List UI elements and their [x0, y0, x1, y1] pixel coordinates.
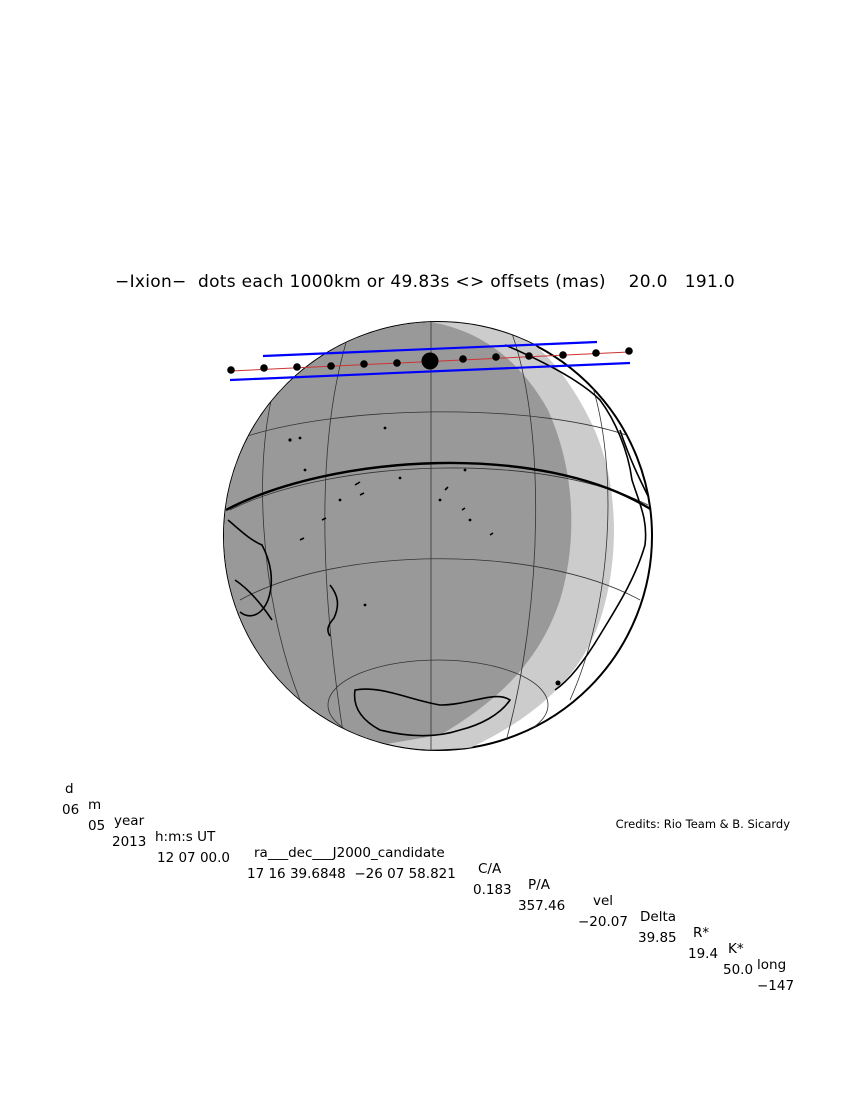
header-pa: P/A: [528, 877, 550, 893]
value-vel: −20.07: [578, 914, 628, 930]
value-radec: 17 16 39.6848 −26 07 58.821: [247, 866, 456, 882]
value-d: 06: [62, 802, 80, 818]
header-year: year: [114, 813, 145, 829]
shadow-limit-north: [262, 340, 598, 358]
value-kstar: 50.0: [723, 962, 754, 978]
equator-line: [225, 461, 652, 512]
island-dots: [288, 426, 561, 686]
header-m: m: [88, 797, 102, 813]
coastlines: [227, 344, 651, 737]
closest-approach-dot: [421, 352, 439, 370]
value-ca: 0.183: [473, 882, 512, 898]
night-zone: [224, 322, 572, 750]
header-radec: ra___dec___J2000_candidate: [254, 845, 445, 861]
shadow-limit-south: [229, 361, 631, 382]
header-delta: Delta: [640, 909, 677, 925]
ephemeris-table: d m year h:m:s UT ra___dec___J2000_candi…: [60, 765, 794, 994]
value-delta: 39.85: [638, 930, 677, 946]
header-time: h:m:s UT: [155, 829, 216, 845]
chart-title: −Ixion− dots each 1000km or 49.83s <> of…: [115, 272, 735, 292]
credits-text: Credits: Rio Team & B. Sicardy: [615, 817, 790, 831]
track-dots: [227, 347, 633, 374]
value-m: 05: [88, 818, 106, 834]
header-long: long: [757, 957, 787, 973]
header-d: d: [65, 781, 74, 797]
value-rstar: 19.4: [688, 946, 719, 962]
value-year: 2013: [112, 834, 147, 850]
value-pa: 357.46: [518, 898, 566, 914]
header-vel: vel: [593, 893, 614, 909]
header-kstar: K*: [728, 941, 744, 957]
header-ca: C/A: [478, 861, 502, 877]
header-rstar: R*: [693, 925, 710, 941]
value-time: 12 07 00.0: [157, 850, 230, 866]
value-long: −147: [757, 978, 795, 994]
table-value-row: 06 05 2013 12 07 00.0 17 16 39.6848 −26 …: [60, 786, 794, 994]
table-header-row: d m year h:m:s UT ra___dec___J2000_candi…: [60, 765, 786, 973]
